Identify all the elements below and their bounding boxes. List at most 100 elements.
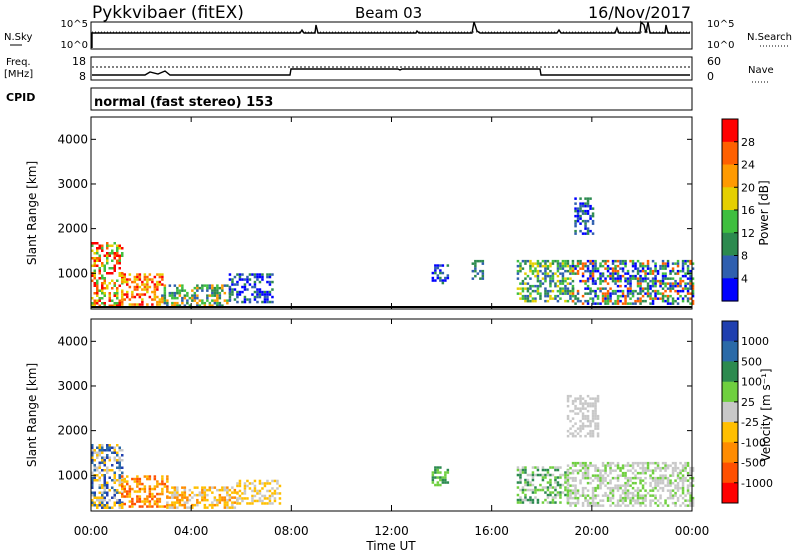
velocity-cell <box>183 486 187 489</box>
velocity-cell <box>574 429 577 433</box>
power-cell <box>631 274 635 278</box>
velocity-cell <box>631 491 635 495</box>
power-cell <box>666 259 670 263</box>
power-cell <box>253 290 257 294</box>
velocity-cell <box>594 409 597 413</box>
velocity-cell <box>599 504 602 507</box>
power-cell <box>91 274 94 277</box>
velocity-cell <box>536 501 540 504</box>
velocity-cell <box>616 486 620 490</box>
velocity-cell <box>516 468 520 472</box>
power-cell <box>636 299 640 303</box>
velocity-cell <box>531 466 535 469</box>
colorbar-segment <box>722 187 738 211</box>
power-cell <box>481 272 485 275</box>
velocity-cell <box>616 479 620 482</box>
power-cell <box>596 294 600 298</box>
velocity-cell <box>98 484 101 487</box>
velocity-cell <box>626 494 630 497</box>
velocity-cell <box>591 409 595 413</box>
velocity-cell <box>649 504 652 507</box>
power-cell <box>116 249 119 252</box>
velocity-cell <box>183 496 187 499</box>
power-cell <box>141 280 144 284</box>
velocity-cell <box>136 475 139 478</box>
power-cell <box>161 300 164 304</box>
power-cell <box>584 197 587 200</box>
velocity-cell <box>106 446 109 449</box>
velocity-cell <box>91 479 94 482</box>
power-cell <box>258 293 262 296</box>
power-cell <box>248 273 252 276</box>
power-cell <box>636 297 640 300</box>
power-cell <box>148 295 152 299</box>
velocity-cell <box>669 464 672 467</box>
velocity-cell <box>171 491 174 494</box>
velocity-cell <box>91 486 94 489</box>
power-cell <box>586 302 590 305</box>
power-cell <box>629 297 632 300</box>
power-cell <box>268 280 272 284</box>
power-cell <box>191 296 194 300</box>
power-cell <box>93 242 96 245</box>
velocity-cell <box>589 424 592 428</box>
velocity-cell <box>654 494 657 497</box>
power-cell <box>586 267 590 270</box>
velocity-cell <box>223 501 227 504</box>
power-cell <box>253 283 257 286</box>
power-cell <box>191 289 194 292</box>
velocity-cell <box>233 506 237 509</box>
power-cell <box>579 222 582 225</box>
power-cell <box>671 299 675 303</box>
power-cell <box>529 294 532 298</box>
velocity-cell <box>611 494 615 497</box>
velocity-cell <box>143 487 147 491</box>
power-cell <box>676 289 680 293</box>
velocity-cell <box>591 486 595 490</box>
nsearch-tick-bottom: 10^0 <box>707 40 734 51</box>
velocity-cell <box>644 471 647 475</box>
velocity-cell <box>519 481 522 484</box>
velocity-cell <box>183 493 187 497</box>
velocity-cell <box>121 475 124 478</box>
power-cell <box>213 291 217 295</box>
power-cell <box>96 264 99 267</box>
power-cell <box>93 277 96 280</box>
velocity-cell <box>228 506 232 509</box>
power-cell <box>606 282 610 285</box>
velocity-cell <box>201 488 204 492</box>
velocity-cell <box>121 482 124 486</box>
velocity-cell <box>576 499 580 502</box>
power-cell <box>624 277 627 280</box>
power-cell <box>546 264 550 268</box>
power-cell <box>118 259 121 262</box>
power-cell <box>111 272 114 275</box>
velocity-cell <box>534 466 537 469</box>
velocity-cell <box>111 469 114 472</box>
power-cell <box>261 273 264 276</box>
velocity-cell <box>636 476 640 480</box>
velocity-cell <box>689 501 692 505</box>
velocity-cell <box>636 486 640 490</box>
power-cell <box>103 287 106 290</box>
velocity-cell <box>604 484 607 487</box>
velocity-cell <box>258 497 262 500</box>
power-cell <box>181 289 184 292</box>
power-cell <box>666 277 670 280</box>
velocity-cell <box>549 493 552 497</box>
velocity-cell <box>656 499 660 502</box>
power-cell <box>238 273 242 276</box>
velocity-cell <box>581 461 585 465</box>
velocity-cell <box>639 476 642 480</box>
velocity-cell <box>108 506 111 509</box>
velocity-cell <box>571 464 575 467</box>
power-cell <box>261 275 264 279</box>
velocity-cell <box>679 461 682 465</box>
colorbar-segment <box>722 381 738 403</box>
velocity-cell <box>579 494 582 497</box>
power-cell <box>554 294 557 298</box>
velocity-cell <box>218 493 222 497</box>
velocity-cell <box>631 464 635 467</box>
velocity-cell <box>566 414 570 418</box>
power-cell <box>108 244 111 247</box>
